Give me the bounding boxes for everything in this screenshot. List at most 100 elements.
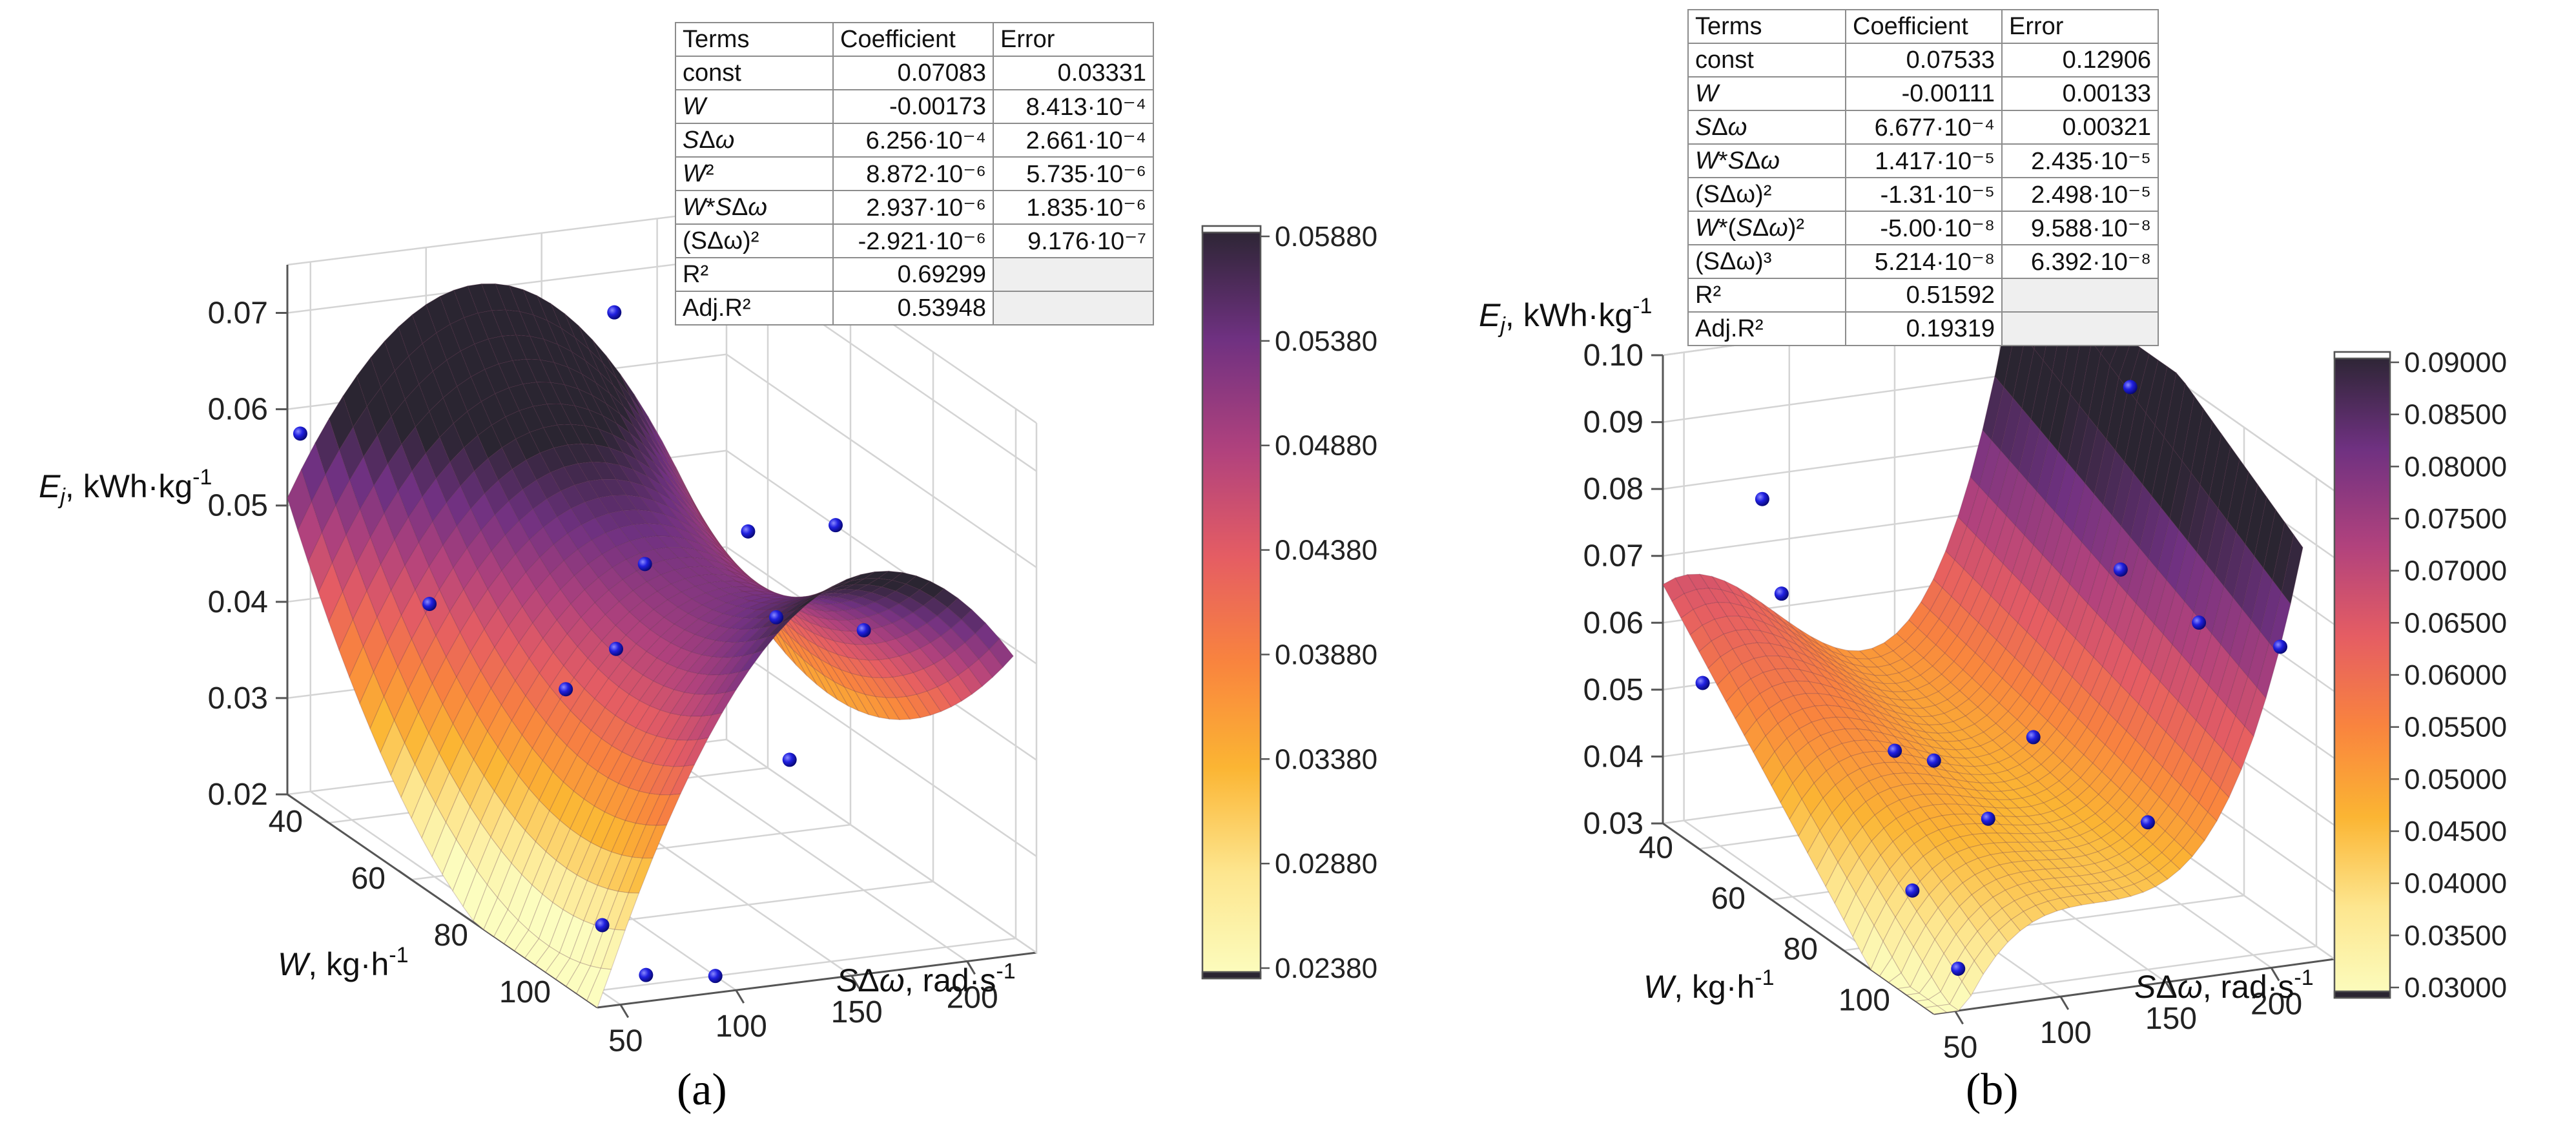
error-cell: 0.12906 [2001, 43, 2159, 78]
error-cell: 9.588·10⁻⁸ [2001, 211, 2159, 245]
term-cell: Adj.R² [1687, 311, 1846, 346]
colorbar-tick-label: 0.05380 [1275, 326, 1377, 357]
table-row: R² 0.69299 [675, 257, 1154, 292]
coefficient-cell: -0.00173 [832, 89, 994, 124]
y-tick-label: 50 [608, 1024, 643, 1059]
chart-panel-a: 0.02 0.03 0.04 0.05 0.06 0.07 40 60 80 100 50 100 15… [39, 209, 1038, 1059]
term-cell: W*SΔω [1687, 143, 1846, 178]
x-tick [398, 869, 412, 881]
term-cell: (SΔω)² [1687, 177, 1846, 212]
table-header-cell: Error [2001, 9, 2159, 44]
table-row: (SΔω)³ 5.214·10⁻⁸ 6.392·10⁻⁸ [1687, 244, 2159, 279]
table-row: W -0.00173 8.413·10⁻⁴ [675, 89, 1154, 124]
coefficient-table-a: Terms Coefficient Error const 0.07083 0.03331… [675, 22, 1154, 326]
colorbar-tick-label: 0.04000 [2404, 868, 2507, 900]
colorbar-tick-label: 0.04880 [1275, 430, 1377, 462]
data-point [2026, 730, 2041, 745]
table-header-cell: Terms [675, 22, 834, 57]
colorbar-tick-label: 0.04380 [1275, 535, 1377, 566]
z-tick-label: 0.05 [208, 489, 268, 523]
table-row: SΔω 6.677·10⁻⁴ 0.00321 [1687, 110, 2159, 145]
table-row: W*SΔω 1.417·10⁻⁵ 2.435·10⁻⁵ [1687, 143, 2159, 178]
error-cell: 9.176·10⁻⁷ [993, 223, 1154, 258]
coefficient-cell: -2.921·10⁻⁶ [832, 223, 994, 258]
coefficient-cell: 0.19319 [1845, 311, 2003, 346]
coefficient-cell: 0.07083 [832, 56, 994, 90]
coefficient-cell: 0.69299 [832, 257, 994, 292]
y-tick-label: 100 [716, 1009, 767, 1044]
data-point [293, 426, 307, 441]
table-row: SΔω 6.256·10⁻⁴ 2.661·10⁻⁴ [675, 123, 1154, 158]
coefficient-cell: 6.677·10⁻⁴ [1845, 110, 2003, 145]
x-tick-label: 100 [1839, 983, 1890, 1017]
y-tick-label: 100 [2040, 1016, 2092, 1050]
term-cell: SΔω [1687, 110, 1846, 145]
error-cell: 1.835·10⁻⁶ [993, 190, 1154, 225]
error-cell: 0.00321 [2001, 110, 2159, 145]
surface-patch [614, 892, 640, 931]
y-tick-label: 200 [947, 980, 998, 1015]
x-tick-label: 60 [1711, 882, 1746, 916]
error-cell: 5.735·10⁻⁶ [993, 156, 1154, 191]
table-header-row: Terms Coefficient Error [1687, 9, 2159, 44]
term-cell: const [675, 56, 834, 90]
data-point [769, 610, 784, 625]
table-row: W*SΔω 2.937·10⁻⁶ 1.835·10⁻⁶ [675, 190, 1154, 225]
data-point [2273, 639, 2287, 654]
coefficient-cell: 0.53948 [832, 291, 994, 326]
z-tick-label: 0.04 [1583, 739, 1643, 774]
data-point [1981, 811, 1995, 826]
colorbar-tick-label: 0.03880 [1275, 639, 1377, 670]
error-cell [993, 257, 1154, 292]
z-tick-label: 0.07 [208, 296, 268, 331]
table-row: const 0.07083 0.03331 [675, 56, 1154, 90]
colorbar-tick-label: 0.03380 [1275, 743, 1377, 775]
y-tick [850, 975, 860, 989]
coefficient-cell: -1.31·10⁻⁵ [1845, 177, 2003, 212]
surface [1662, 271, 2303, 1015]
term-cell: W [675, 89, 834, 124]
z-tick-label: 0.10 [1583, 338, 1643, 373]
data-point [2113, 562, 2128, 577]
colorbar-tick-label: 0.05000 [2404, 763, 2507, 795]
x-axis-label: W, kg·h-1 [278, 943, 409, 982]
surface-patch [641, 824, 668, 859]
y-axis-label: SΔω, rad·s-1 [836, 959, 1016, 998]
colorbar-tick-label: 0.02380 [1275, 953, 1377, 984]
x-tick-label: 40 [269, 805, 303, 839]
x-tick [1685, 839, 1700, 850]
data-point [639, 967, 654, 982]
table-row: W² 8.872·10⁻⁶ 5.735·10⁻⁶ [675, 156, 1154, 191]
error-cell: 2.498·10⁻⁵ [2001, 177, 2159, 212]
term-cell: W [1687, 76, 1846, 111]
colorbar-cap [2333, 351, 2391, 360]
surface-patch [586, 967, 612, 1008]
coefficient-cell: 0.07533 [1845, 43, 2003, 78]
colorbar-b: 0.03000 0.03500 0.04000 0.04500 0.05000 0.055… [2333, 347, 2507, 1004]
colorbar-cap [1201, 971, 1262, 980]
term-cell: W² [675, 156, 834, 191]
surface-patch [809, 585, 834, 601]
y-tick-label: 200 [2251, 987, 2302, 1021]
colorbar-tick-label: 0.06500 [2404, 607, 2507, 639]
data-point [1774, 586, 1789, 601]
surface-patch [628, 857, 654, 894]
term-cell: (SΔω)² [675, 223, 834, 258]
x-tick [1830, 940, 1844, 951]
y-tick-label: 150 [831, 995, 883, 1029]
table-row: W*(SΔω)² -5.00·10⁻⁸ 9.588·10⁻⁸ [1687, 211, 2159, 245]
z-tick-label: 0.06 [1583, 606, 1643, 640]
term-cell: Adj.R² [675, 291, 834, 326]
z-tick-label: 0.06 [208, 393, 268, 427]
table-header-cell: Coefficient [1845, 9, 2003, 44]
x-tick [315, 812, 329, 824]
table-header-cell: Coefficient [832, 22, 994, 57]
colorbar-tick-label: 0.04500 [2404, 816, 2507, 847]
table-header-row: Terms Coefficient Error [675, 22, 1154, 57]
data-points [293, 305, 871, 984]
z-tick-label: 0.07 [1583, 539, 1643, 574]
colorbar-a: 0.02380 0.02880 0.03380 0.03880 0.04380 0.048… [1201, 221, 1377, 984]
error-cell: 0.03331 [993, 56, 1154, 90]
colorbar-tick-label: 0.02880 [1275, 848, 1377, 880]
